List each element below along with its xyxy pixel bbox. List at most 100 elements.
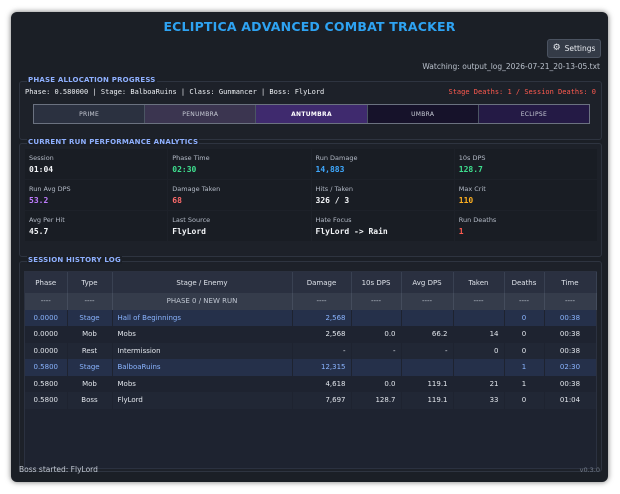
phase-segment-antumbra: ANTUMBRA <box>256 105 368 123</box>
table-cell: 7,697 <box>292 392 351 409</box>
table-row[interactable]: 0.0000 Stage Hall of Beginnings 2,568 0 00:38 <box>25 309 596 326</box>
table-cell: - <box>351 342 401 359</box>
phase-progress-bar: PRIME PENUMBRA ANTUMBRA UMBRA ECLIPSE <box>33 104 590 124</box>
history-table-container[interactable]: Phase Type Stage / Enemy Damage 10s DPS Avg D… <box>24 271 597 469</box>
history-section: SESSION HISTORY LOG Phase Type Stage / Ene… <box>19 256 602 472</box>
table-cell: Hall of Beginnings <box>112 309 292 326</box>
table-cell: 02:30 <box>544 359 596 376</box>
table-cell: 0 <box>504 326 544 343</box>
table-cell: 21 <box>453 375 504 392</box>
table-cell: - <box>292 342 351 359</box>
table-row[interactable]: 0.0000 Rest Intermission - - -0 0 00:38 <box>25 342 596 359</box>
metric-value: 110 <box>458 196 474 205</box>
table-cell: ---- <box>401 293 454 310</box>
table-cell: 00:38 <box>544 309 596 326</box>
metric-card-run-damage: Run Damage 14,883 <box>311 149 454 179</box>
table-cell: 33 <box>453 392 504 409</box>
column-header-10s-dps[interactable]: 10s DPS <box>351 272 402 293</box>
column-header-phase[interactable]: Phase <box>25 272 68 293</box>
phase-segment-umbra: UMBRA <box>367 105 479 123</box>
column-header-taken[interactable]: Taken <box>453 272 505 293</box>
column-header-time[interactable]: Time <box>544 272 597 293</box>
table-cell: 00:38 <box>544 375 596 392</box>
metric-label: Session <box>29 154 54 162</box>
table-cell <box>401 359 453 376</box>
table-body: ---- ---- PHASE 0 / NEW RUN ---- ---- ---- ---… <box>25 293 597 409</box>
metric-label: Run Deaths <box>458 216 497 224</box>
phase-section-title: PHASE ALLOCATION PROGRESS <box>27 76 157 84</box>
table-cell <box>453 309 504 326</box>
metric-label: Phase Time <box>172 154 210 162</box>
table-cell: ---- <box>67 293 113 310</box>
settings-button[interactable]: ⚙ Settings <box>547 39 601 58</box>
metric-value: 326 / 3 <box>315 196 350 205</box>
column-header-damage[interactable]: Damage <box>292 272 352 293</box>
table-row[interactable]: 0.5800 Boss FlyLord 7,697 128.7 119.1 33 0 01:04 <box>25 392 596 409</box>
table-cell: Intermission <box>112 342 292 359</box>
table-cell: 0.0 <box>351 326 401 343</box>
metric-card-run-deaths: Run Deaths 1 <box>454 211 597 241</box>
column-header-type[interactable]: Type <box>67 272 113 293</box>
table-row[interactable]: 0.0000 Mob Mobs 2,568 0.0 66.2 14 0 00:38 <box>25 326 596 343</box>
metric-label: Run Damage <box>315 154 358 162</box>
table-cell: Mobs <box>112 375 292 392</box>
table-row[interactable]: 0.5800 Stage BalboaRuins 12,315 1 02:30 <box>25 359 596 376</box>
metric-value: FlyLord <box>172 227 206 236</box>
table-cell: Mobs <box>112 326 292 343</box>
table-cell: 119.1 <box>401 375 453 392</box>
table-cell: 0 <box>504 309 544 326</box>
metric-value: 53.2 <box>29 196 49 205</box>
table-cell: 0.5800 <box>25 392 67 409</box>
metric-value: 1 <box>458 227 464 236</box>
metric-label: Last Source <box>172 216 211 224</box>
table-cell: 0 <box>504 342 544 359</box>
metric-card-hate-focus: Hate Focus FlyLord -> Rain <box>311 211 454 241</box>
table-cell: 12,315 <box>292 359 351 376</box>
version-label: v0.3.0 <box>579 466 600 474</box>
history-section-title: SESSION HISTORY LOG <box>27 256 122 264</box>
table-cell: 01:04 <box>544 392 596 409</box>
gear-icon: ⚙ <box>552 43 561 53</box>
metric-card-run-avg-dps: Run Avg DPS 53.2 <box>25 180 168 210</box>
metric-value: 14,883 <box>315 165 345 174</box>
table-cell <box>401 309 453 326</box>
metric-card-phase-time: Phase Time 02:30 <box>168 149 311 179</box>
history-table: Phase Type Stage / Enemy Damage 10s DPS Avg D… <box>25 272 597 409</box>
metric-value: 68 <box>172 196 182 205</box>
metric-label: Run Avg DPS <box>29 185 71 193</box>
column-header-deaths[interactable]: Deaths <box>504 272 545 293</box>
table-cell: 0.5800 <box>25 375 67 392</box>
app-title: ECLIPTICA ADVANCED COMBAT TRACKER <box>163 19 456 34</box>
table-cell: 0.0000 <box>25 309 67 326</box>
metric-card-hits-taken: Hits / Taken 326 / 3 <box>311 180 454 210</box>
table-cell: Stage <box>67 309 112 326</box>
table-cell: ---- <box>25 293 68 310</box>
metric-card-last-source: Last Source FlyLord <box>168 211 311 241</box>
table-cell: 2,568 <box>292 309 351 326</box>
metric-value: 45.7 <box>29 227 49 236</box>
table-cell: 0 <box>504 392 544 409</box>
table-cell: 00:38 <box>544 326 596 343</box>
table-cell: 1 <box>504 359 544 376</box>
table-cell: 4,618 <box>292 375 351 392</box>
table-cell: BalboaRuins <box>112 359 292 376</box>
table-cell: 0.5800 <box>25 359 67 376</box>
watching-file-label: Watching: output_log_2026-07-21_20-13-05… <box>422 62 600 71</box>
column-header-stage-enemy[interactable]: Stage / Enemy <box>112 272 293 293</box>
table-cell: 0.0 <box>351 375 401 392</box>
table-cell: PHASE 0 / NEW RUN <box>112 293 293 310</box>
metrics-grid: Session 01:04 Phase Time 02:30 Run Damage 14,… <box>25 149 597 241</box>
table-cell: 0.0000 <box>25 326 67 343</box>
column-header-avg-dps[interactable]: Avg DPS <box>401 272 454 293</box>
phase-segment-prime: PRIME <box>34 105 146 123</box>
table-header-row: Phase Type Stage / Enemy Damage 10s DPS Avg D… <box>25 272 597 293</box>
table-row[interactable]: 0.5800 Mob Mobs 4,618 0.0 119.1 21 1 00:38 <box>25 375 596 392</box>
table-cell <box>351 309 401 326</box>
deaths-counter: Stage Deaths: 1 / Session Deaths: 0 <box>448 88 596 96</box>
performance-section-title: CURRENT RUN PERFORMANCE ANALYTICS <box>27 138 200 146</box>
status-text: Boss started: FlyLord <box>19 465 98 474</box>
metric-label: 10s DPS <box>458 154 486 162</box>
metric-card-damage-taken: Damage Taken 68 <box>168 180 311 210</box>
metric-value: 02:30 <box>172 165 197 174</box>
table-cell: Mob <box>67 326 112 343</box>
